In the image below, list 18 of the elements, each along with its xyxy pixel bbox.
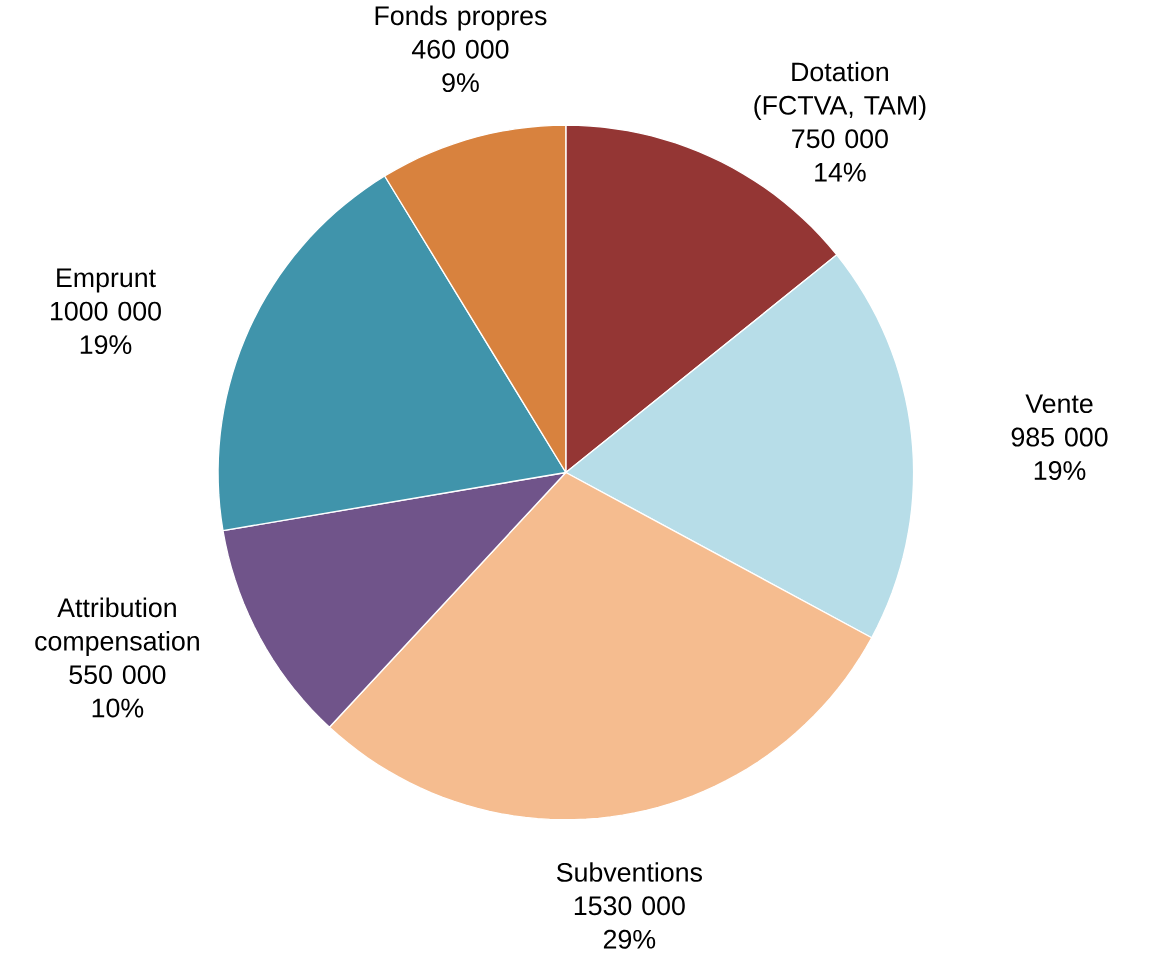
- text: 19%: [80, 334, 132, 354]
- text: 14%: [815, 162, 866, 182]
- slice-label: Emprunt: [57, 268, 156, 293]
- text: 10%: [92, 698, 144, 718]
- data-label: 1530 000: [574, 896, 685, 916]
- slice-label: Fonds propres: [375, 5, 547, 31]
- text: 29%: [603, 929, 656, 949]
- text: 9%: [442, 73, 479, 92]
- data-label: 460 000: [411, 39, 509, 59]
- slice-label: Vente: [1025, 394, 1093, 413]
- data-label: 1000 000: [51, 301, 161, 321]
- text: 19%: [1034, 460, 1086, 480]
- slice-label: Attribution compensation: [35, 597, 199, 656]
- data-label: 985 000: [1011, 427, 1108, 447]
- slice-label: Dotation (FCTVA, TAM): [754, 61, 926, 120]
- data-label: 550 000: [69, 665, 166, 684]
- slice-label: Subventions: [556, 862, 702, 882]
- data-label: 750 000: [792, 129, 888, 149]
